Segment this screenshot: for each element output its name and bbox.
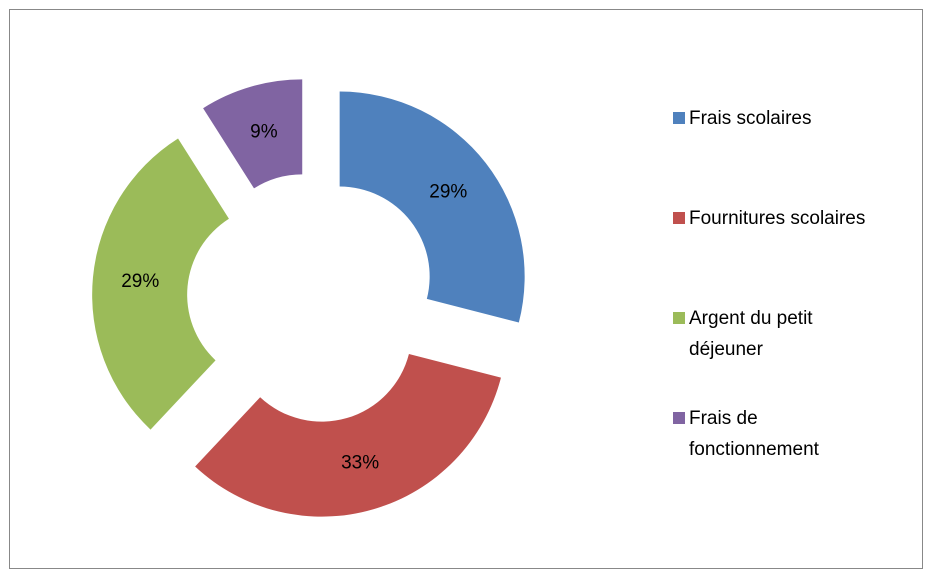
legend-label: Frais de fonctionnement xyxy=(689,408,819,460)
legend-item: Fournitures scolaires xyxy=(673,203,913,234)
data-label: 29% xyxy=(121,271,159,292)
donut-segment xyxy=(339,91,525,323)
legend-swatch xyxy=(673,112,685,124)
legend-item: Argent du petit déjeuner xyxy=(673,303,913,365)
donut-segment xyxy=(195,353,501,517)
legend-swatch xyxy=(673,312,685,324)
legend-item: Frais de fonctionnement xyxy=(673,403,913,465)
donut-segment xyxy=(203,79,303,189)
legend-swatch xyxy=(673,412,685,424)
legend-item: Frais scolaires xyxy=(673,103,913,134)
data-label: 9% xyxy=(250,121,278,142)
data-label: 29% xyxy=(429,181,467,202)
legend-label: Argent du petit déjeuner xyxy=(689,308,813,360)
legend-label: Frais scolaires xyxy=(689,108,812,129)
donut-segment xyxy=(92,138,229,430)
legend-label: Fournitures scolaires xyxy=(689,208,866,229)
chart-frame xyxy=(9,9,923,569)
data-label: 33% xyxy=(341,453,379,474)
legend-swatch xyxy=(673,212,685,224)
